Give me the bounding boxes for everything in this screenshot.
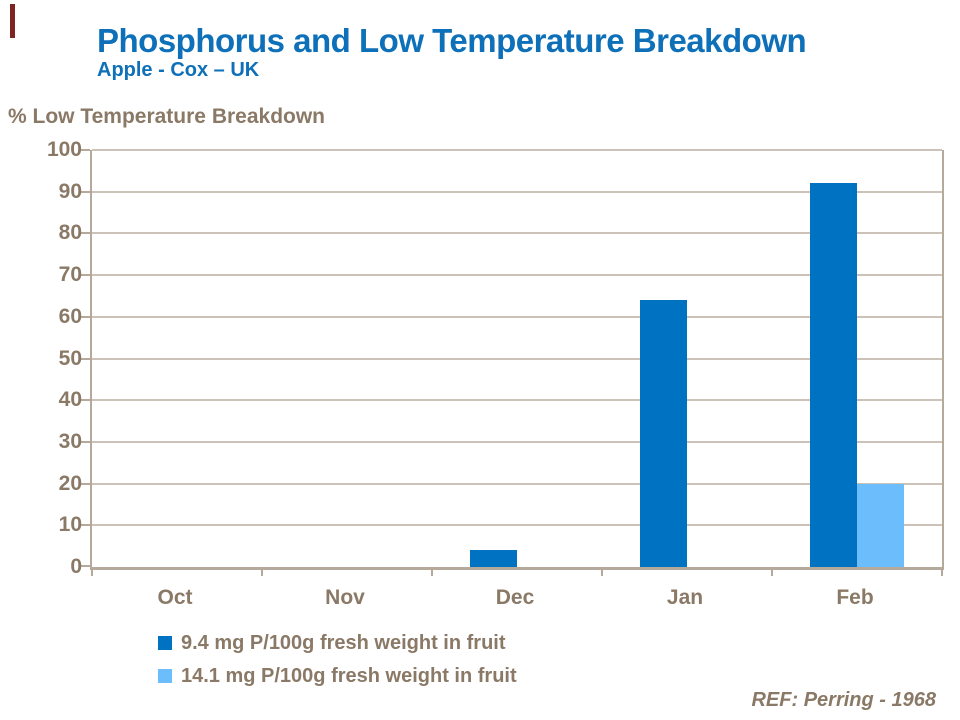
x-tick-3 [601, 567, 603, 576]
y-tick-60 [81, 315, 90, 318]
y-tick-80 [81, 232, 90, 235]
y-tick-0 [81, 565, 90, 567]
y-tick-label-70: 70 [58, 263, 82, 287]
x-axis-label-dec: Dec [495, 586, 535, 609]
gridline-50 [92, 357, 942, 360]
legend-item-series1: 9.4 mg P/100g fresh weight in fruit [158, 630, 778, 656]
legend-item-series2: 14.1 mg P/100g fresh weight in fruit [158, 663, 778, 689]
y-tick-label-30: 30 [58, 429, 82, 453]
legend: 9.4 mg P/100g fresh weight in fruit 14.1… [158, 630, 778, 696]
y-tick-20 [81, 482, 90, 485]
y-tick-10 [81, 524, 90, 527]
y-tick-100 [81, 149, 90, 151]
legend-label-series1: 9.4 mg P/100g fresh weight in fruit [181, 631, 506, 654]
x-axis-label-feb: Feb [836, 586, 874, 609]
y-tick-90 [81, 190, 90, 193]
gridline-90 [92, 190, 942, 193]
y-tick-label-60: 60 [58, 304, 82, 328]
x-tick-4 [771, 567, 773, 576]
y-tick-label-10: 10 [58, 513, 82, 537]
y-tick-50 [81, 357, 90, 360]
gridline-40 [92, 399, 942, 402]
x-tick-0 [91, 567, 93, 576]
x-tick-2 [431, 567, 433, 576]
gridline-100 [92, 149, 942, 151]
bar-jan-series1 [640, 300, 687, 567]
bar-feb-series1 [810, 183, 857, 567]
x-tick-1 [261, 567, 263, 576]
y-tick-label-50: 50 [58, 346, 82, 370]
y-tick-label-40: 40 [58, 388, 82, 412]
y-axis-title: % Low Temperature Breakdown [8, 105, 326, 128]
y-tick-label-100: 100 [46, 138, 82, 161]
x-axis-label-oct: Oct [157, 586, 193, 609]
y-tick-label-20: 20 [58, 471, 82, 495]
reference-text: REF: Perring - 1968 [751, 689, 936, 711]
gridline-80 [92, 232, 942, 235]
bar-feb-series2 [857, 483, 904, 567]
accent-bar [10, 4, 15, 38]
x-axis-label-jan: Jan [666, 586, 704, 609]
slide-subtitle: Apple - Cox – UK [97, 59, 260, 81]
y-tick-label-90: 90 [58, 179, 82, 203]
gridline-30 [92, 440, 942, 443]
gridline-70 [92, 274, 942, 277]
y-tick-label-80: 80 [58, 221, 82, 245]
legend-marker-series2-icon [158, 669, 172, 683]
gridline-60 [92, 315, 942, 318]
bar-dec-series1 [470, 550, 517, 567]
y-axis-labels: 0 10 20 30 40 50 60 70 80 90 100 [0, 138, 82, 578]
y-tick-40 [81, 399, 90, 402]
slide-title: Phosphorus and Low Temperature Breakdown [97, 22, 807, 59]
legend-marker-series1-icon [158, 636, 172, 650]
y-tick-30 [81, 440, 90, 443]
gridline-10 [92, 524, 942, 527]
y-tick-70 [81, 274, 90, 277]
plot-area [81, 149, 944, 576]
x-axis-labels: Oct Nov Dec Jan Feb [90, 586, 940, 612]
x-axis-label-nov: Nov [325, 586, 365, 609]
gridline-20 [92, 482, 942, 485]
y-tick-label-0: 0 [70, 555, 82, 578]
legend-label-series2: 14.1 mg P/100g fresh weight in fruit [181, 664, 517, 687]
x-tick-5 [941, 567, 943, 576]
